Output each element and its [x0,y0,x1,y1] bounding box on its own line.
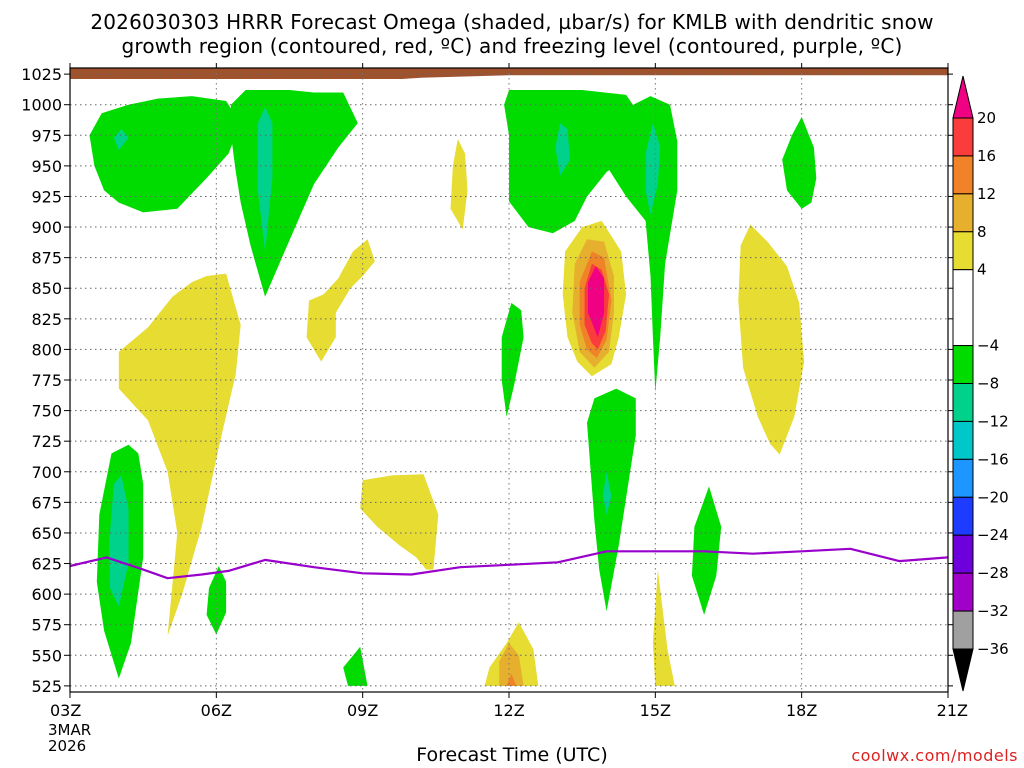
source-credit: coolwx.com/models [851,746,1018,765]
colorbar-label: −4 [977,337,999,355]
colorbar-label: 20 [977,109,996,127]
grid-lines [70,68,948,692]
x-tick-label: 06Z [201,701,232,720]
omega-region-teal-15z-bottom [645,123,661,215]
chart-title-line1: 2026030303 HRRR Forecast Omega (shaded, … [90,10,934,34]
y-tick-label: 675 [31,493,62,512]
y-tick-label: 975 [31,126,62,145]
omega-region-yellow-14z-top [652,569,675,686]
x-tick-label: 09Z [347,701,378,720]
colorbar-bin-bottom-arrow [952,648,974,692]
axes: 525 550 575 600 625 650 675 700 725 750 775 800 825 8… [21,63,968,720]
colorbar-bin [952,534,974,574]
omega-region-yellow-17z-low [738,224,805,455]
y-tick-label: 1000 [21,96,62,115]
y-tick-label: 525 [31,677,62,696]
x-tick-label: 15Z [640,701,671,720]
omega-region-teal-14z-mid [602,471,612,515]
colorbar-label: 4 [977,261,987,279]
y-tick-label: 875 [31,249,62,268]
omega-region-teal-12z-bottom [555,123,570,176]
colorbar-bin [952,610,974,650]
y-tick-label: 800 [31,340,62,359]
colorbar-label: −24 [977,526,1009,544]
colorbar-bin [952,155,974,195]
colorbar-bin [952,458,974,498]
omega-region-yellow-11z-low [450,139,468,230]
omega-region-green-05z-upper [206,566,227,635]
omega-region-yellow-08z-mid [360,474,439,570]
colorbar-label: −20 [977,488,1009,506]
y-tick-label: 825 [31,310,62,329]
colorbar-label: −36 [977,640,1009,658]
y-tick-label: 950 [31,157,62,176]
colorbar: 20 16 12 8 4 −4 −8 −12 −16 −20 −24 −28 −32 −36 [952,75,1009,692]
start-date-year: 2026 [48,737,87,755]
colorbar-bin [952,193,974,233]
omega-region-green-03z-low [89,96,241,213]
y-tick-label: 750 [31,402,62,421]
colorbar-bin [952,231,974,271]
y-tick-label: 700 [31,463,62,482]
omega-region-green-18z-bottom [782,116,817,209]
y-tick-label: 575 [31,616,62,635]
x-axis-label: Forecast Time (UTC) [416,744,608,766]
colorbar-label: 8 [977,223,987,241]
omega-region-teal-03z-low [113,129,129,150]
chart-title-line2: growth region (contoured, red, ºC) and f… [121,34,903,58]
omega-region-orange-11z-top [506,673,517,686]
y-tick-label: 1025 [21,65,62,84]
colorbar-bin [952,383,974,422]
omega-region-teal-07z-low [257,107,273,252]
x-tick-label: 18Z [786,701,817,720]
omega-region-green-07z-low [231,90,358,297]
omega-region-yellow-04z-mid [118,273,241,636]
colorbar-label: −12 [977,412,1009,430]
y-tick-label: 550 [31,646,62,665]
y-tick-label: 600 [31,585,62,604]
y-tick-label: 650 [31,524,62,543]
colorbar-label: −8 [977,375,999,393]
y-tick-label: 900 [31,218,62,237]
x-tick-label: 12Z [493,701,524,720]
freezing-level-contour [69,547,949,580]
colorbar-bin [952,572,974,612]
colorbar-bin [952,420,974,460]
colorbar-bin [952,117,974,157]
omega-region-magenta-13z [588,266,605,338]
colorbar-label: 16 [977,147,996,165]
y-tick-label: 775 [31,371,62,390]
omega-region-teal-03z-upper [109,475,129,607]
colorbar-label: −28 [977,564,1009,582]
y-tick-label: 925 [31,187,62,206]
colorbar-bin [952,345,974,385]
colorbar-label: −32 [977,602,1009,620]
omega-region-green-06z-top [343,646,368,686]
colorbar-bin [952,496,974,536]
x-tick-label: 21Z [937,701,968,720]
omega-region-yellow-06z-low [306,239,375,362]
y-tick-label: 625 [31,555,62,574]
colorbar-label: 12 [977,185,996,203]
y-tick-label: 725 [31,432,62,451]
x-tick-label: 03Z [50,701,81,720]
freezing-level-line [69,547,949,580]
start-date-label: 3MAR 2026 [48,722,91,754]
y-tick-label: 850 [31,279,62,298]
omega-region-green-12z-low [501,302,524,417]
omega-region-gold-11z-top [499,643,524,686]
start-date-day: 3MAR [48,721,92,739]
colorbar-bin-top-arrow [952,75,974,119]
omega-region-green-14z-mid [587,388,636,612]
omega-shaded-regions [89,90,817,686]
colorbar-bin [952,269,974,347]
colorbar-label: −16 [977,450,1009,468]
